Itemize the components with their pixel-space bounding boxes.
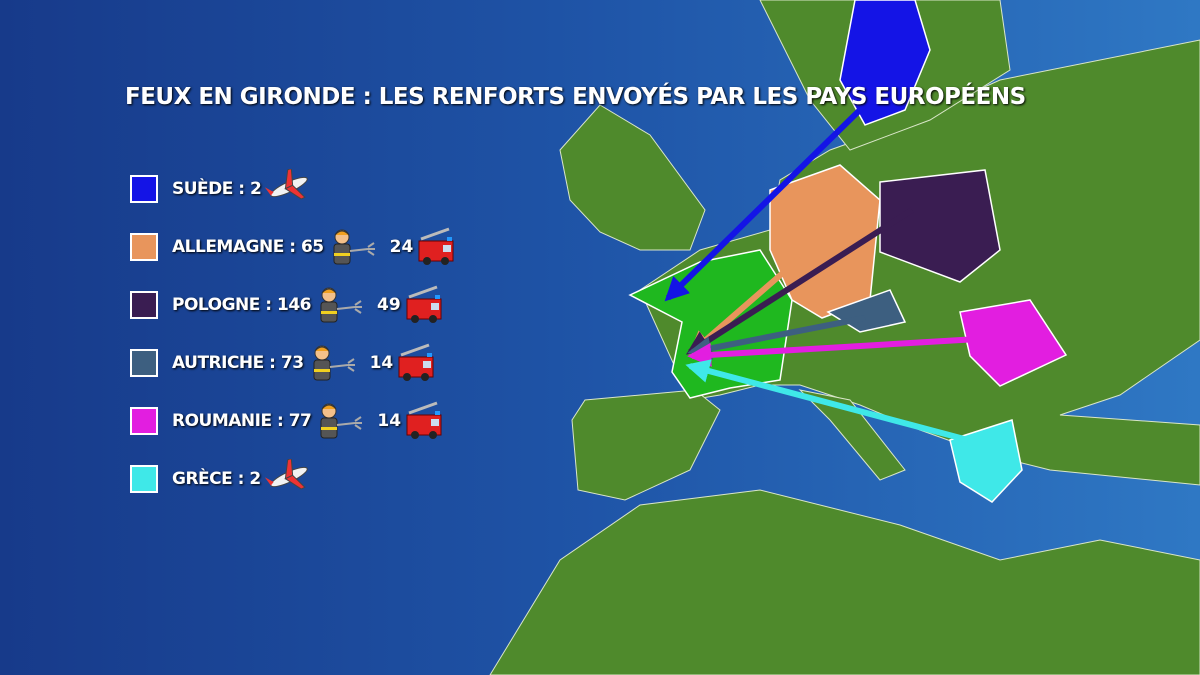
truck-icon [398,343,434,381]
legend-swatch [130,407,158,435]
legend-item: ROUMANIE : 77 14 [130,392,457,450]
legend: SUÈDE : 2 ALLEMAGNE : 65 24 POLOGNE : 146 49… [130,160,457,508]
legend-label: ROUMANIE : 77 [172,411,312,431]
asset-icon [265,169,309,200]
legend-swatch [130,175,158,203]
legend-item: ALLEMAGNE : 65 24 [130,218,457,276]
asset-icon [313,345,355,381]
truck-count: 24 [389,237,414,257]
asset-icon [333,229,375,265]
legend-item: SUÈDE : 2 [130,160,457,218]
legend-label: GRÈCE : 2 [172,469,261,489]
greece [949,419,1023,503]
countries [628,0,1068,503]
legend-swatch [130,291,158,319]
truck-icon [406,401,442,439]
legend-swatch [130,465,158,493]
asset-icon [320,403,363,439]
arrows [664,102,996,443]
asset-icon [320,287,363,323]
legend-swatch [130,233,158,261]
legend-label: POLOGNE : 146 [172,295,312,315]
legend-swatch [130,349,158,377]
asset-icon [264,459,308,490]
romania [959,299,1068,387]
truck-count: 14 [369,353,394,373]
legend-item: POLOGNE : 146 49 [130,276,457,334]
title: FEUX EN GIRONDE : LES RENFORTS ENVOYÉS P… [125,84,1026,110]
sweden [839,0,931,126]
legend-item: AUTRICHE : 73 14 [130,334,457,392]
legend-label: AUTRICHE : 73 [172,353,304,373]
legend-item: GRÈCE : 2 [130,450,457,508]
truck-icon [406,285,442,323]
truck-icon [418,227,454,265]
legend-label: SUÈDE : 2 [172,179,262,199]
legend-label: ALLEMAGNE : 65 [172,237,324,257]
truck-count: 49 [377,295,401,315]
truck-count: 14 [377,411,402,431]
poland [879,169,1001,283]
